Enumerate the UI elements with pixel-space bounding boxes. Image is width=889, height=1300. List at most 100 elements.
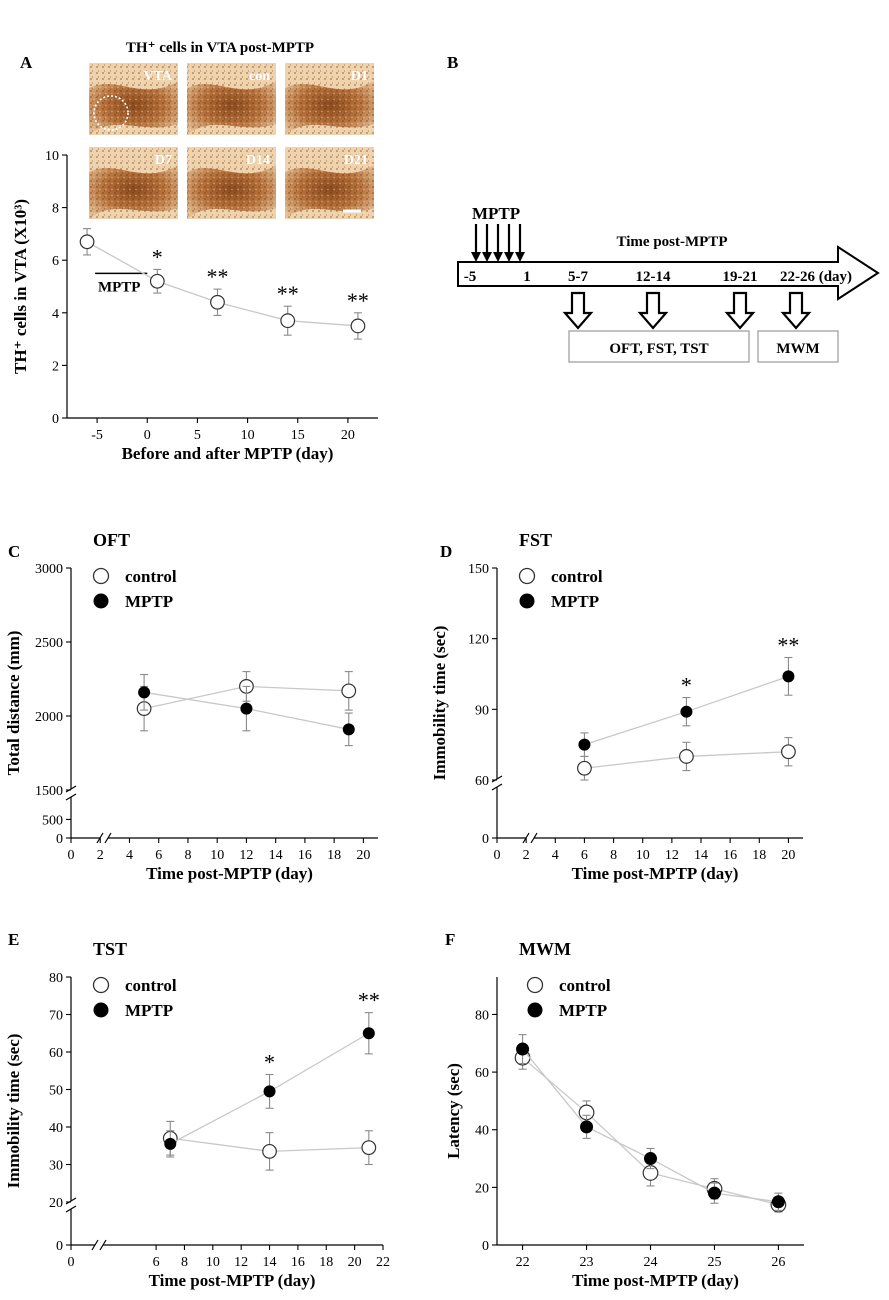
y-tick-label: 2000 [35,710,63,725]
y-tick-label: 40 [475,1124,489,1139]
tissue-texture [89,147,178,219]
legend-label: control [559,976,611,995]
x-tick-label: 10 [636,848,650,863]
series-control [162,1120,377,1171]
y-tick-label: 0 [56,1239,63,1254]
tile-label: VTA [143,69,172,84]
tile-label: con [249,69,270,84]
legend-label: control [551,567,603,586]
data-point-filled [362,1027,375,1040]
data-point-filled [516,1042,530,1056]
y-tick-label: 0 [482,1239,489,1254]
y-tick-label: 50 [49,1084,63,1099]
panel-label-f: F [445,930,455,949]
x-axis-label: Time post-MPTP (day) [149,1271,316,1290]
tile-label: D21 [344,153,368,168]
legend-marker-open [92,976,110,994]
x-tick-label: 5 [194,428,201,443]
panel-label-a: A [20,53,33,72]
legend-label: MPTP [551,592,599,611]
x-axis-label: Time post-MPTP (day) [572,864,739,883]
x-tick-label: 10 [241,428,255,443]
data-point-filled [342,723,355,736]
chart-title: TST [93,939,127,959]
y-tick-label: 120 [468,633,489,648]
y-tick-label: 40 [49,1121,63,1136]
series-mptp: *** [164,988,380,1158]
y-tick-label: 1500 [35,784,63,799]
x-tick-label: 16 [298,848,312,863]
data-point-filled [707,1186,721,1200]
data-point-filled [164,1137,177,1150]
significance-marker: * [152,244,163,269]
x-tick-label: 16 [291,1255,305,1270]
y-tick-label: 8 [52,202,59,217]
series-th-cells: ***** ** [79,228,369,340]
x-tick-label: 20 [348,1255,362,1270]
data-point-open [781,744,796,760]
legend-marker-open [92,567,110,585]
x-tick-label: 25 [707,1255,721,1270]
legend: control MPTP [92,976,177,1020]
y-axis-label: Immobility time (sec) [4,1034,23,1189]
y-tick-label: 70 [49,1009,63,1024]
significance-marker: ** [206,264,228,289]
significance-marker: ** [277,281,299,306]
y-tick-label: 0 [56,832,63,847]
y-tick-label: 3000 [35,562,63,577]
x-axis-break [91,1239,107,1251]
timeline-point-12-14: 12-14 [636,269,671,285]
x-tick-label: 26 [771,1255,785,1270]
x-axis-label: Time post-MPTP (day) [146,864,313,883]
tissue-texture [187,147,276,219]
x-tick-label: 22 [516,1255,530,1270]
x-tick-label: 16 [723,848,737,863]
y-axis-break [491,775,503,791]
y-tick-label: 0 [52,412,59,427]
data-point-open [262,1143,277,1159]
x-tick-label: 0 [68,848,75,863]
panel-label-b: B [447,53,458,72]
y-tick-label: 4 [52,307,59,322]
legend-marker-open [526,976,544,994]
mptp-period-label: MPTP [98,279,141,295]
data-point-open [350,318,366,334]
y-axis-break [65,785,77,801]
tissue-texture [89,63,178,135]
x-tick-label: 0 [68,1255,75,1270]
data-point-filled [680,705,693,718]
mptp-injection-arrows [471,224,525,262]
micrograph-title: TH⁺ cells in VTA post-MPTP [126,40,314,56]
y-tick-label: 0 [482,832,489,847]
significance-marker: ** [777,633,799,658]
x-axis-label: Before and after MPTP (day) [122,444,334,463]
timeline-arrow [457,245,880,301]
legend-marker-open [518,567,536,585]
x-tick-label: 20 [356,848,370,863]
data-point-open [210,294,225,310]
y-tick-label: 6 [52,254,59,269]
micrograph-grid: VTA con D1 D7 D14 D21 [89,63,374,219]
micrograph-tile: D21 [285,147,374,219]
x-tick-label: 8 [184,848,191,863]
x-tick-label: 10 [210,848,224,863]
chart-title: FST [519,530,552,550]
legend-marker-filled [93,1002,109,1018]
y-axis-label: TH⁺ cells in VTA (X10³) [11,199,30,374]
legend-label: MPTP [125,1001,173,1020]
micrograph-tile: D1 [285,63,374,135]
data-point-open [149,273,165,289]
x-tick-label: 18 [752,848,766,863]
chart-tst: TST 0 20 30 40 50 60 70 80 0 6 8 10 12 14 16 18 20 22 Time … [4,939,390,1290]
tissue-texture [187,63,276,135]
tile-label: D7 [155,153,172,168]
x-tick-label: 6 [153,1255,160,1270]
data-point-filled [580,1120,594,1134]
y-tick-label: 150 [468,562,489,577]
y-axis-label: Immobility time (sec) [430,626,449,781]
x-tick-label: 4 [126,848,133,863]
y-tick-label: 80 [475,1008,489,1023]
chart-title: MWM [519,939,571,959]
x-tick-label: 20 [341,428,355,443]
